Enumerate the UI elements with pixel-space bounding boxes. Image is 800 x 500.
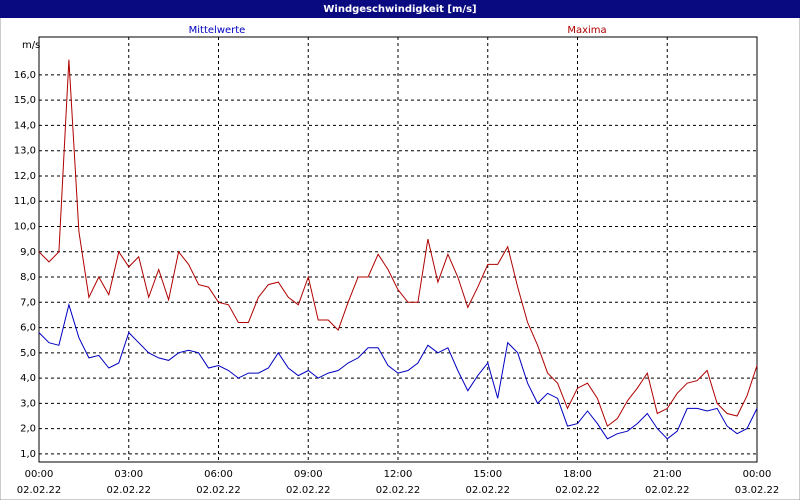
y-tick-label: 14,0 — [14, 120, 36, 131]
y-tick-label: 10,0 — [14, 222, 36, 233]
y-tick-label: 3,0 — [20, 398, 36, 409]
x-tick-label: 12:00 — [384, 469, 413, 480]
y-tick-label: 15,0 — [14, 95, 36, 106]
y-tick-label: 1,0 — [20, 449, 36, 460]
x-tick-label: 09:00 — [294, 469, 323, 480]
y-tick-label: 4,0 — [20, 373, 36, 384]
y-tick-label: 16,0 — [14, 70, 36, 81]
y-axis-label: m/s — [22, 40, 40, 51]
x-tick-label: 06:00 — [204, 469, 233, 480]
x-tick-label: 21:00 — [653, 469, 682, 480]
title-bar — [0, 0, 800, 18]
y-tick-label: 12,0 — [14, 171, 36, 182]
x-tick-date: 02.02.22 — [645, 485, 690, 496]
x-tick-date: 02.02.22 — [465, 485, 510, 496]
legend-entry: Maxima — [567, 25, 606, 36]
legend-entry: Mittelwerte — [189, 25, 246, 36]
x-tick-label: 03:00 — [114, 469, 143, 480]
x-tick-label: 15:00 — [473, 469, 502, 480]
y-tick-label: 5,0 — [20, 348, 36, 359]
x-tick-date: 02.02.22 — [286, 485, 331, 496]
x-tick-date: 02.02.22 — [17, 485, 62, 496]
x-tick-date: 03.02.22 — [735, 485, 780, 496]
y-tick-label: 9,0 — [20, 247, 36, 258]
y-tick-label: 8,0 — [20, 272, 36, 283]
x-tick-label: 18:00 — [563, 469, 592, 480]
y-tick-label: 13,0 — [14, 146, 36, 157]
y-tick-label: 7,0 — [20, 297, 36, 308]
y-tick-label: 2,0 — [20, 424, 36, 435]
x-tick-date: 02.02.22 — [196, 485, 241, 496]
x-tick-date: 02.02.22 — [376, 485, 421, 496]
x-tick-label: 00:00 — [25, 469, 54, 480]
y-tick-label: 11,0 — [14, 196, 36, 207]
chart-title: Windgeschwindigkeit [m/s] — [323, 4, 476, 15]
x-tick-label: 00:00 — [743, 469, 772, 480]
x-tick-date: 02.02.22 — [555, 485, 600, 496]
x-tick-date: 02.02.22 — [106, 485, 151, 496]
data-line — [38, 59, 758, 427]
data-line — [38, 302, 758, 440]
y-tick-label: 6,0 — [20, 323, 36, 334]
